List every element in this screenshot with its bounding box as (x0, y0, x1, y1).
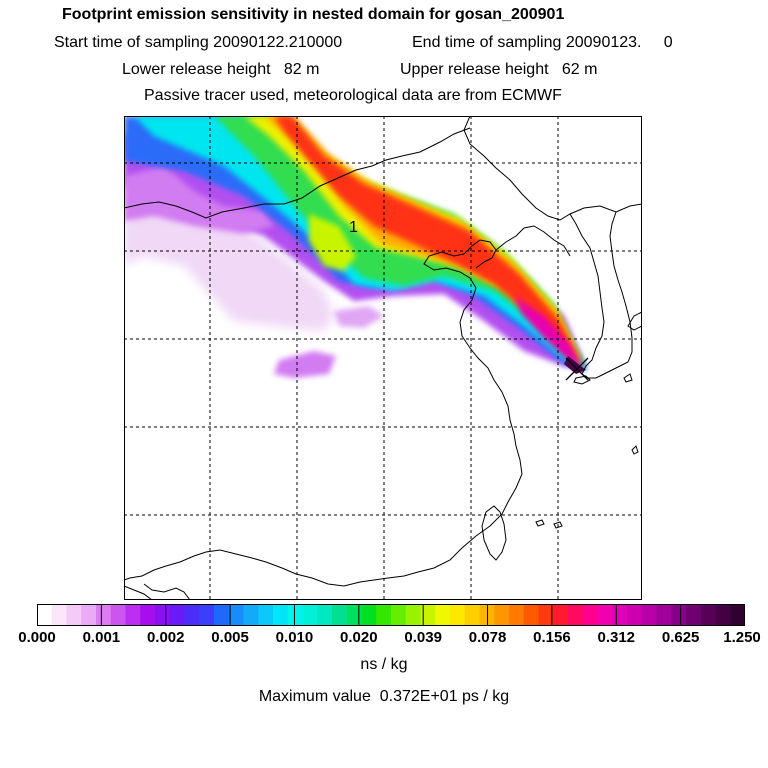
colorbar-cell (376, 604, 392, 626)
tracer-note-text: Passive tracer used, meteorological data… (144, 87, 562, 104)
figure-title: Footprint emission sensitivity in nested… (62, 6, 565, 23)
colorbar-tick-label: 0.625 (661, 629, 700, 646)
colorbar-cell (155, 604, 171, 626)
colorbar-cell (494, 604, 510, 626)
coastline-japan-fragment (627, 311, 642, 331)
plume-red (274, 116, 582, 366)
colorbar-cell (273, 604, 289, 626)
colorbar-cell (243, 604, 259, 626)
colorbar-cell (346, 604, 362, 626)
colorbar-cell (509, 604, 525, 626)
colorbar-cell (125, 604, 141, 626)
colorbar-cell (302, 604, 318, 626)
coastline-liaodong (495, 225, 571, 257)
colorbar-cell (51, 604, 67, 626)
colorbar-cell (730, 604, 745, 626)
plume-purple-patch-1 (124, 166, 274, 234)
end-sampling-text: End time of sampling 20090123. 0 (412, 34, 673, 51)
colorbar-cell (228, 604, 244, 626)
colorbar-cell (582, 604, 598, 626)
colorbar-tick-label: 0.020 (340, 629, 378, 646)
coastline-china-east (124, 251, 523, 587)
colorbar (37, 604, 745, 626)
plume-dark-core (564, 356, 586, 374)
colorbar-cell (671, 604, 687, 626)
colorbar-cell (258, 604, 274, 626)
island-small-1 (623, 373, 633, 383)
colorbar-cell (140, 604, 156, 626)
colorbar-cell (66, 604, 82, 626)
colorbar-cell (96, 604, 112, 626)
upper-release-text: Upper release height 62 m (400, 61, 598, 78)
colorbar-cell (464, 604, 480, 626)
colorbar-tick-label: 0.039 (404, 629, 442, 646)
colorbar-cell (450, 604, 466, 626)
colorbar-cell (627, 604, 643, 626)
colorbar-tick-label: 1.250 (723, 629, 761, 646)
colorbar-cell (656, 604, 672, 626)
map-marker-label: 1 (349, 219, 358, 236)
colorbar-cell (81, 604, 97, 626)
colorbar-cell (435, 604, 451, 626)
colorbar-tick-label: 0.156 (533, 629, 571, 646)
colorbar-unit-label: ns / kg (360, 656, 408, 673)
colorbar-cell (553, 604, 569, 626)
colorbar-tick-label: 0.010 (275, 629, 314, 646)
colorbar-cell (641, 604, 657, 626)
colorbar-cell (568, 604, 584, 626)
colorbar-cell (700, 604, 716, 626)
colorbar-cell (597, 604, 613, 626)
colorbar-tick-label: 0.001 (82, 629, 121, 646)
colorbar-cell (538, 604, 554, 626)
coastline-north-border (124, 165, 373, 219)
colorbar-cell (715, 604, 731, 626)
colorbar-cell (184, 604, 200, 626)
colorbar-cell (523, 604, 539, 626)
colorbar-cell (214, 604, 230, 626)
island-taiwan (481, 505, 507, 561)
colorbar-tick-label: 0.078 (468, 629, 507, 646)
coastline-korea-peninsula (569, 211, 633, 379)
colorbar-cell (612, 604, 628, 626)
coastline-hainan-fragment (143, 583, 191, 600)
colorbar-cell (169, 604, 185, 626)
colorbar-cell (391, 604, 407, 626)
colorbar-tick-label: 0.005 (211, 629, 249, 646)
footprint-map: 1 (124, 116, 642, 600)
colorbar-cell (361, 604, 377, 626)
colorbar-cell (287, 604, 303, 626)
colorbar-cell (332, 604, 348, 626)
colorbar-tick-label: 0.312 (597, 629, 636, 646)
coastline-korea-border (463, 116, 642, 221)
island-small-4 (553, 521, 563, 529)
start-sampling-text: Start time of sampling 20090122.210000 (54, 34, 343, 51)
island-small-3 (535, 519, 545, 527)
island-small-2 (631, 445, 639, 455)
colorbar-cell (199, 604, 215, 626)
border-west-fragment (124, 585, 153, 600)
lower-release-text: Lower release height 82 m (122, 61, 320, 78)
colorbar-cell (420, 604, 436, 626)
x-cross-icon (565, 357, 589, 381)
maximum-value-text: Maximum value 0.372E+01 ps / kg (258, 688, 510, 705)
plume-purple-patch-2 (274, 351, 336, 378)
coastline-mongolia-border (371, 127, 471, 167)
colorbar-cell (686, 604, 702, 626)
plume-magenta (514, 296, 584, 370)
colorbar-cell (37, 604, 53, 626)
colorbar-tick-label: 0.000 (18, 629, 56, 646)
colorbar-cell (110, 604, 126, 626)
colorbar-tick-label: 0.002 (146, 629, 185, 646)
plume-purple-patch-3 (334, 306, 384, 328)
coastline-bohai (463, 239, 497, 269)
coastlines (124, 116, 642, 600)
gridlines (124, 116, 642, 600)
colorbar-cell (405, 604, 421, 626)
colorbar-cell (317, 604, 333, 626)
plume-yellow-core (309, 214, 356, 271)
